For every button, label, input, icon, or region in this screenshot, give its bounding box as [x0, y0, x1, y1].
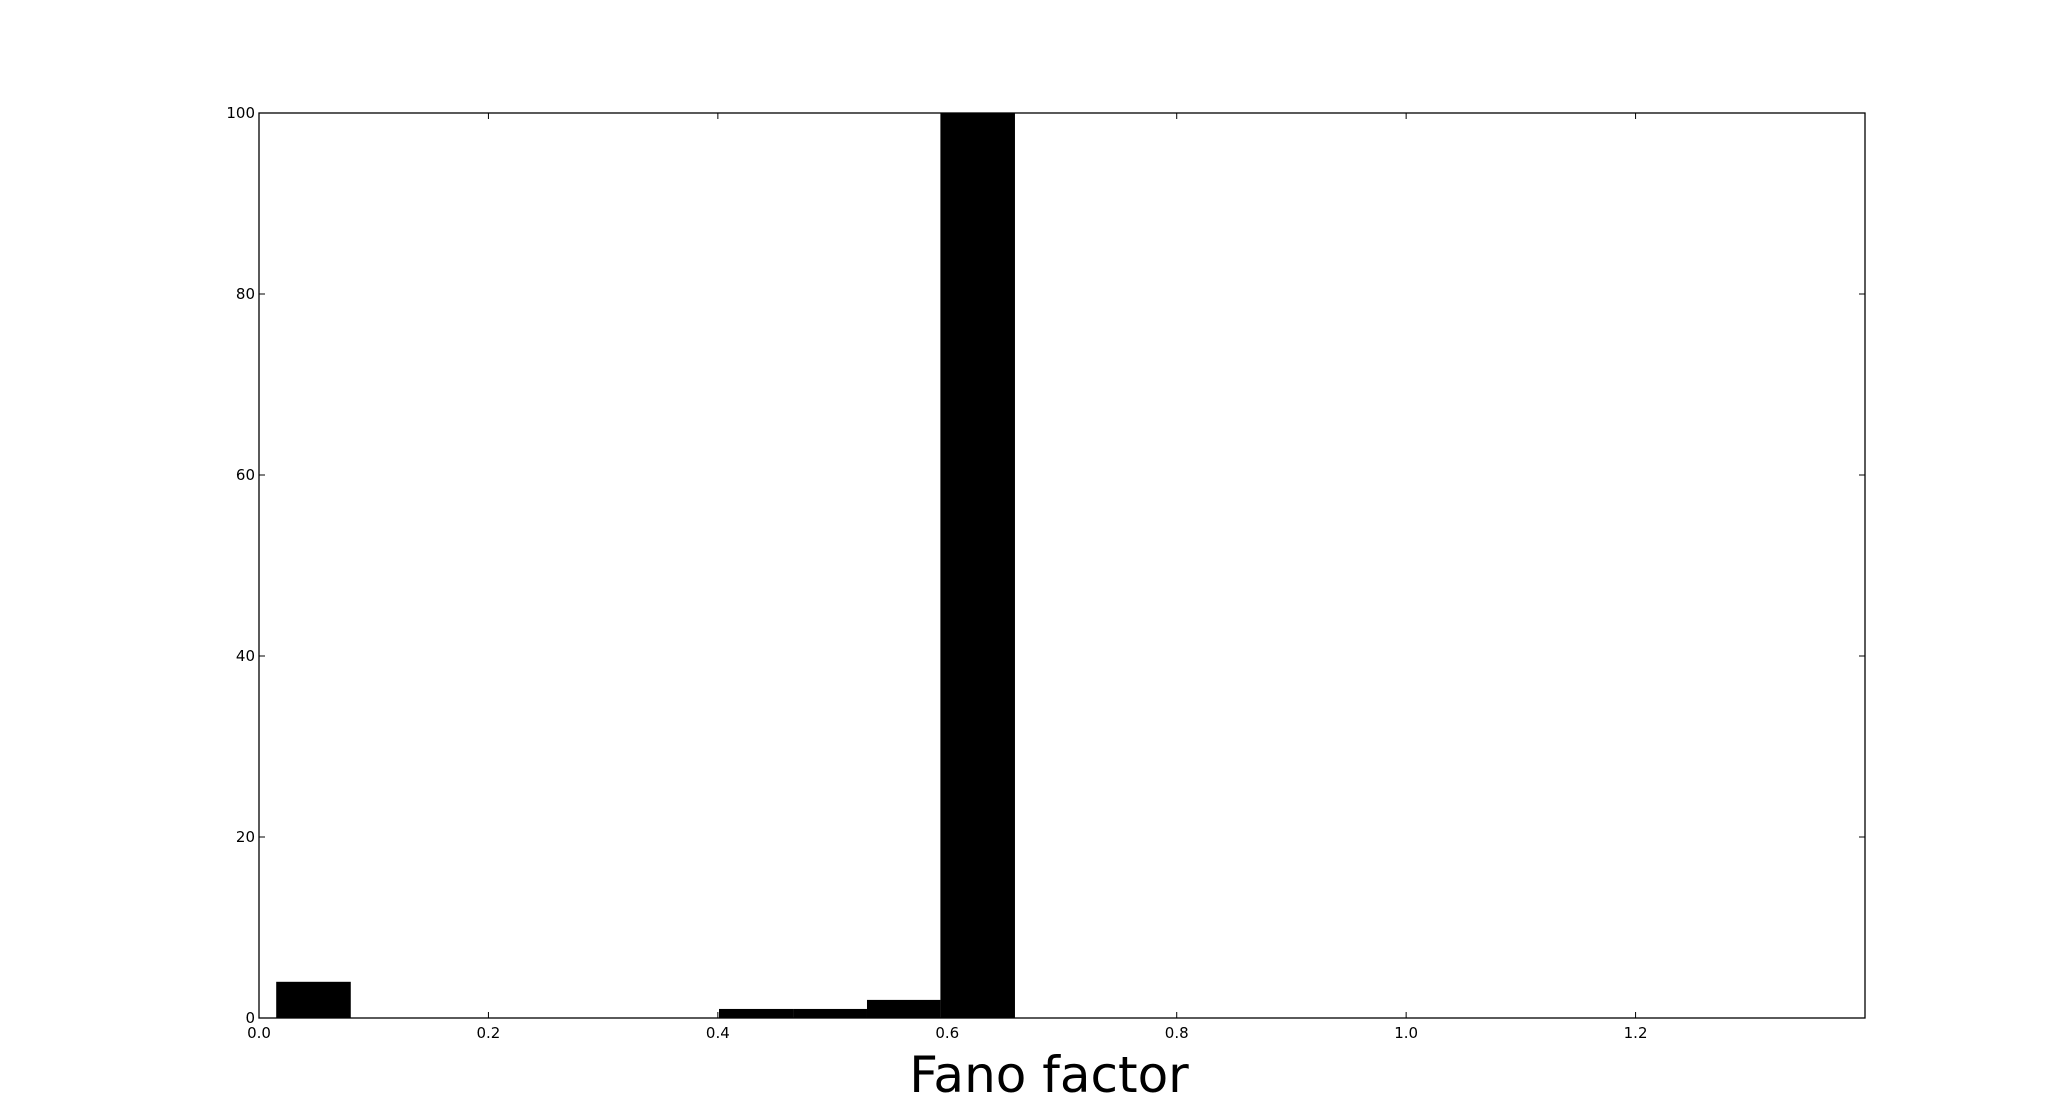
y-tick-label: 100 [226, 104, 255, 122]
histogram-bar [719, 1008, 794, 1018]
y-tick-labels: 0 20 40 60 80 100 [226, 104, 255, 1027]
histogram-bar [866, 999, 941, 1018]
x-tick-label: 1.0 [1394, 1024, 1418, 1042]
x-tick-label: 0.6 [935, 1024, 959, 1042]
x-tick-labels: 0.0 0.2 0.4 0.6 0.8 1.0 1.2 [247, 1024, 1647, 1042]
x-tick-label: 0.4 [706, 1024, 730, 1042]
y-tick-label: 20 [236, 828, 255, 846]
histogram-bar [276, 981, 351, 1018]
x-tick-label: 0.2 [476, 1024, 500, 1042]
x-tick-label: 1.2 [1624, 1024, 1648, 1042]
y-tick-label: 60 [236, 466, 255, 484]
y-tick-label: 0 [245, 1009, 255, 1027]
x-tick-label: 0.8 [1165, 1024, 1189, 1042]
plot-frame [258, 112, 1866, 1019]
histogram-bar [940, 113, 1015, 1018]
bars [276, 113, 1015, 1018]
y-tick-label: 80 [236, 285, 255, 303]
x-axis-title: Fano factor [909, 1046, 1189, 1104]
y-tick-label: 40 [236, 647, 255, 665]
histogram-bar [793, 1008, 867, 1018]
x-tick-label: 0.0 [247, 1024, 271, 1042]
